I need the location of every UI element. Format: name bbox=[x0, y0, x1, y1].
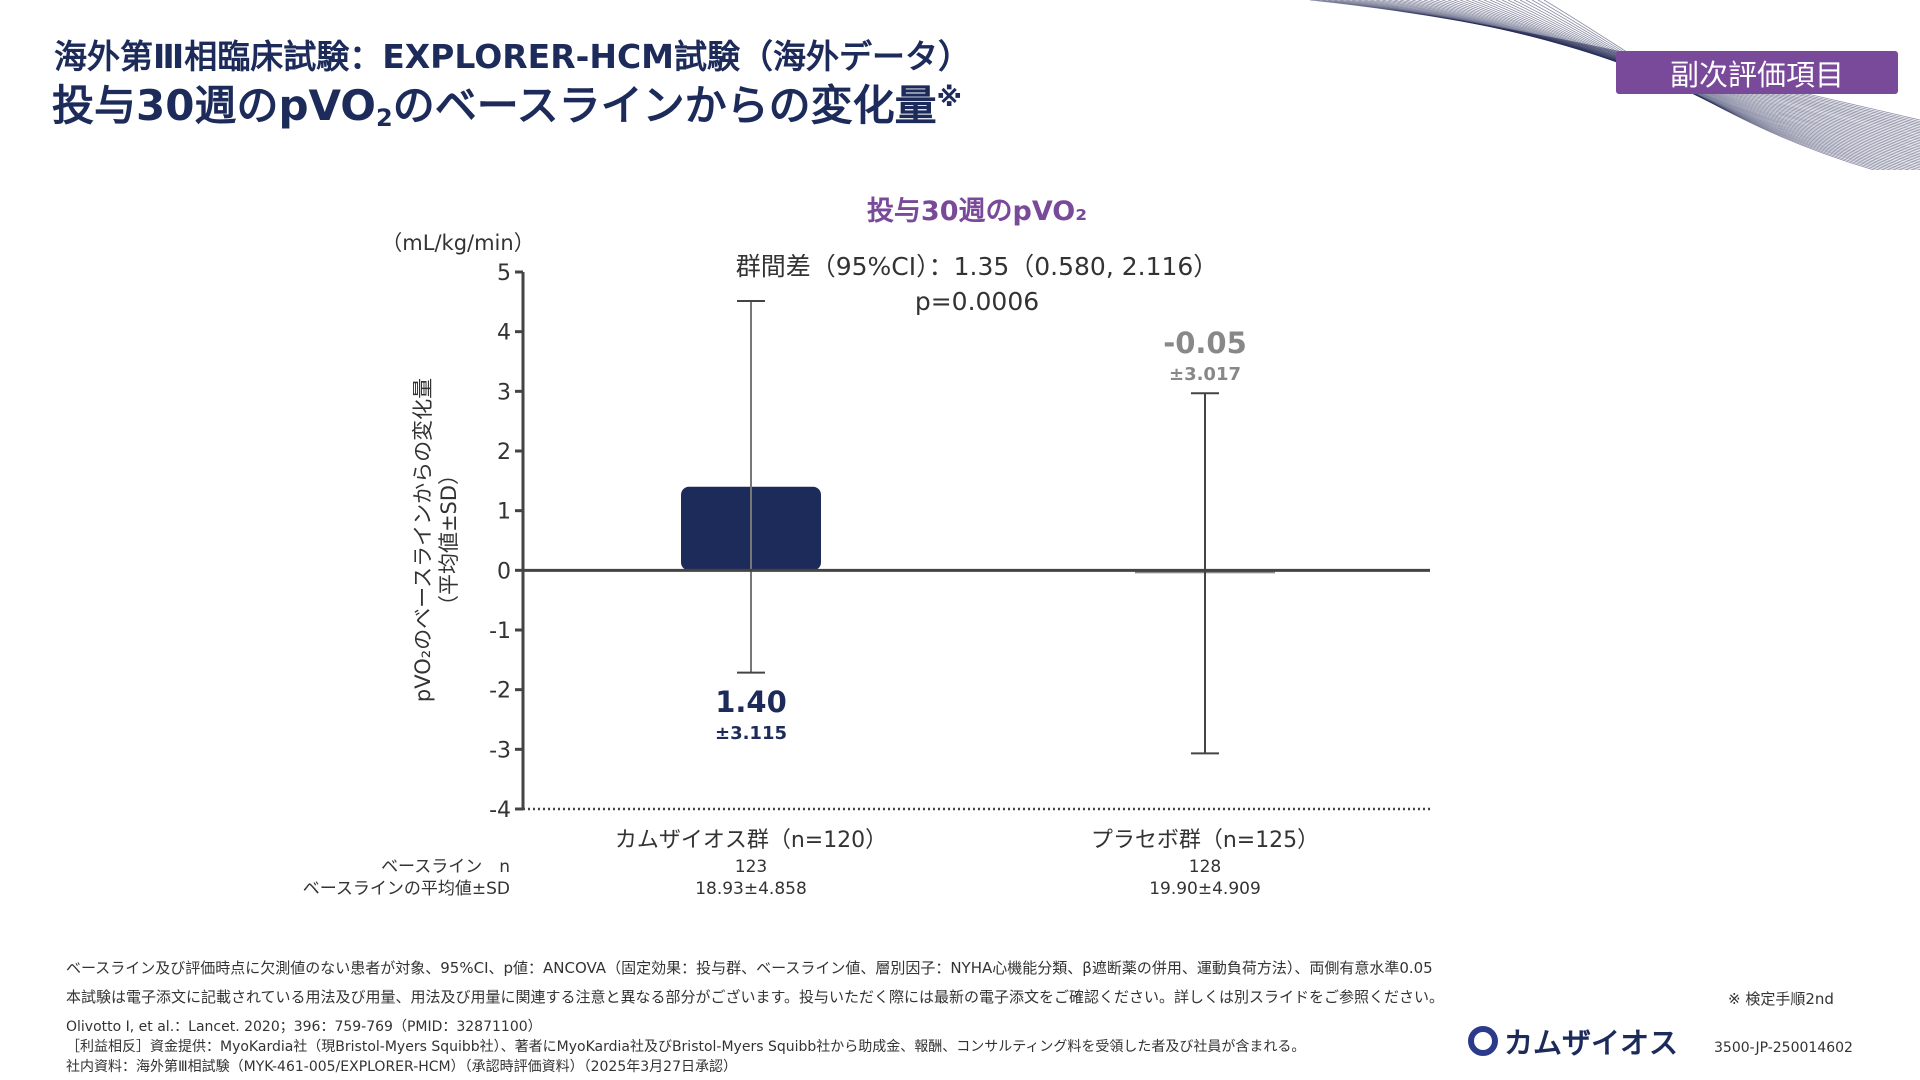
page-subtitle: 海外第Ⅲ相臨床試験：EXPLORER-HCM試験（海外データ） bbox=[54, 37, 972, 76]
y-tick-label: 3 bbox=[497, 380, 511, 405]
logo-text: カムザイオス bbox=[1504, 1026, 1679, 1060]
group-difference-annotation: 群間差（95%CI）：1.35（0.580, 2.116） bbox=[736, 252, 1219, 281]
footnote-analysis: ベースライン及び評価時点に欠測値のない患者が対象、95%CI、p値：ANCOVA… bbox=[66, 959, 1433, 977]
decorative-line bbox=[1339, 0, 1920, 129]
document-code: 3500-JP-250014602 bbox=[1714, 1040, 1853, 1056]
secondary-endpoint-badge: 副次評価項目 bbox=[1616, 51, 1898, 94]
y-tick-label: 0 bbox=[497, 559, 511, 584]
decorative-line bbox=[1543, 0, 1876, 170]
decorative-line bbox=[1333, 0, 1920, 127]
y-tick-label: -3 bbox=[489, 738, 511, 763]
camzyos-logo: カムザイオス bbox=[1468, 1020, 1678, 1062]
value-label: 1.40 bbox=[715, 685, 787, 719]
internal-data-source: 社内資料：海外第Ⅲ相試験（MYK-461-005/EXPLORER-HCM）（承… bbox=[66, 1059, 737, 1075]
y-tick-label: 2 bbox=[497, 440, 511, 465]
page-title: 投与30週のpVO2のベースラインからの変化量※ bbox=[52, 72, 962, 133]
y-tick-label: -1 bbox=[489, 619, 511, 644]
value-label: -0.05 bbox=[1163, 326, 1247, 360]
title-footnote-mark: ※ bbox=[936, 83, 962, 113]
logo-ring-icon bbox=[1468, 1026, 1498, 1056]
p-value-annotation: p=0.0006 bbox=[915, 287, 1039, 316]
footnote-test-order: ※ 検定手順2nd bbox=[1728, 990, 1834, 1008]
baseline-n-label: ベースライン n bbox=[381, 857, 510, 877]
conflict-of-interest: ［利益相反］資金提供：MyoKardia社（現Bristol-Myers Squ… bbox=[66, 1039, 1306, 1055]
y-tick-label: -2 bbox=[489, 679, 511, 704]
chart-title: 投与30週のpVO₂ bbox=[867, 196, 1087, 227]
sd-label: ±3.115 bbox=[715, 723, 787, 744]
title-part: 投与30週のpVO bbox=[52, 81, 376, 130]
decorative-line bbox=[1345, 0, 1920, 130]
decorative-line bbox=[1351, 0, 1920, 132]
bar-chart: 投与30週のpVO₂ （mL/kg/min） 群間差（95%CI）：1.35（0… bbox=[303, 196, 1430, 899]
title-part: のベースラインからの変化量 bbox=[392, 81, 937, 130]
sd-label: ±3.017 bbox=[1169, 364, 1241, 385]
y-unit-label: （mL/kg/min） bbox=[381, 231, 534, 255]
y-tick-label: 1 bbox=[497, 500, 511, 525]
y-tick-label: 4 bbox=[497, 321, 511, 346]
y-tick-label: -4 bbox=[489, 798, 511, 823]
reference-citation: Olivotto I, et al.：Lancet. 2020；396：759-… bbox=[66, 1019, 542, 1035]
baseline-n-placebo: 128 bbox=[1189, 857, 1221, 877]
category-label-placebo: プラセボ群（n=125） bbox=[1091, 828, 1319, 853]
footnote-usage: 本試験は電子添文に記載されている用法及び用量、用法及び用量に関連する注意と異なる… bbox=[66, 988, 1445, 1006]
title-subscript: 2 bbox=[375, 104, 393, 132]
y-axis-label: pVO₂のベースラインからの変化量 bbox=[411, 378, 435, 702]
category-label-camzyos: カムザイオス群（n=120） bbox=[615, 828, 887, 853]
baseline-n-camzyos: 123 bbox=[735, 857, 767, 877]
baseline-mean-placebo: 19.90±4.909 bbox=[1149, 879, 1261, 899]
baseline-mean-label: ベースラインの平均値±SD bbox=[303, 879, 510, 899]
baseline-mean-camzyos: 18.93±4.858 bbox=[695, 879, 807, 899]
y-axis-label-sub: （平均値±SD） bbox=[437, 464, 461, 616]
y-tick-label: 5 bbox=[497, 261, 511, 286]
